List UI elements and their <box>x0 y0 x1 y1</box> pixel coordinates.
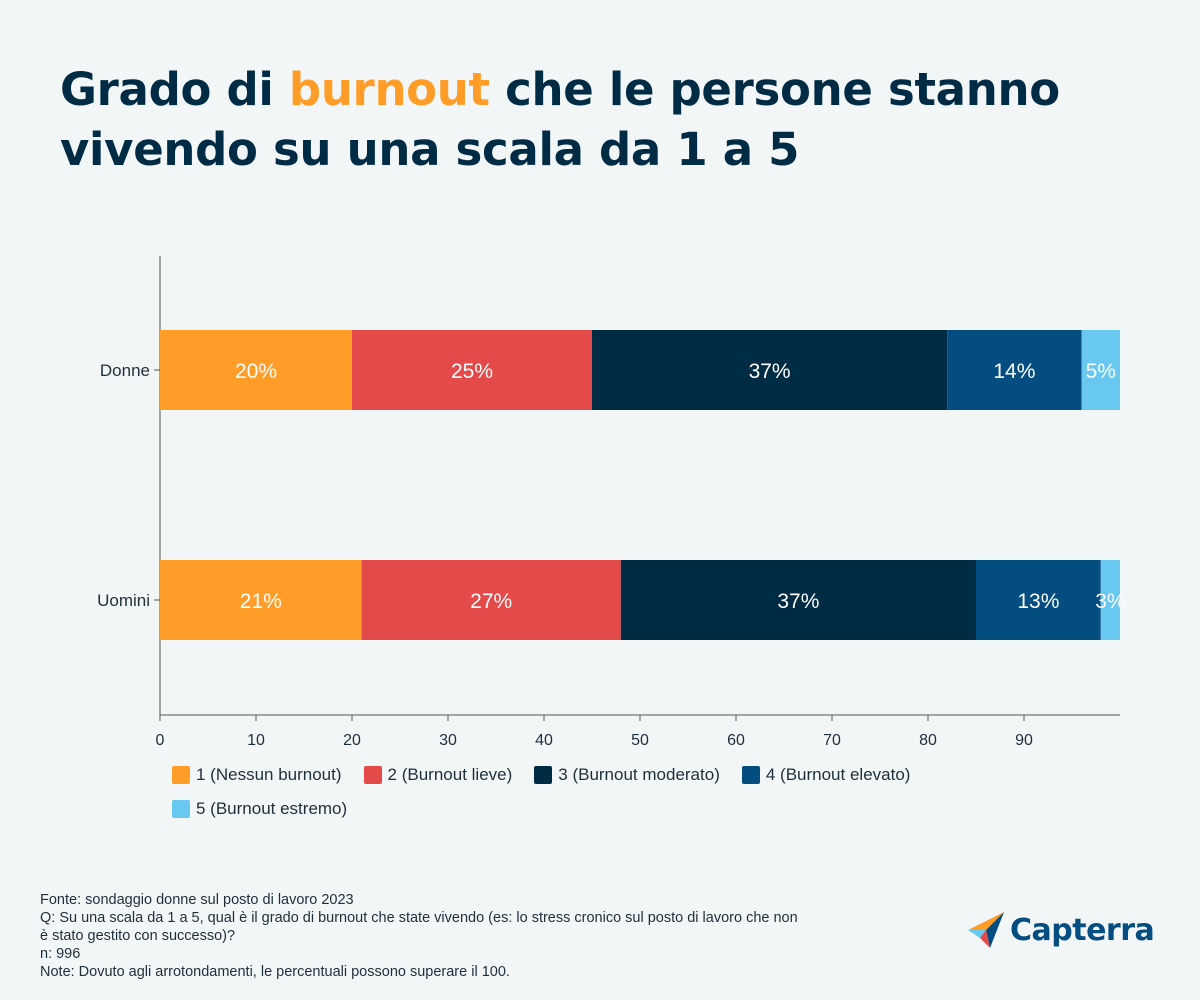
legend-swatch-4 <box>741 766 760 784</box>
data-label-uomini-series-2: 27% <box>470 590 512 613</box>
legend-swatch-5 <box>172 800 190 818</box>
footer-question-line-1: Q: Su una scala da 1 a 5, qual è il grad… <box>40 910 798 926</box>
legend-item-1: 1 (Nessun burnout) <box>172 765 342 785</box>
x-tick-label-60: 60 <box>727 732 745 749</box>
data-label-donne-series-1: 20% <box>235 360 277 383</box>
x-tick-label-0: 0 <box>156 732 165 749</box>
bar-uomini-series-3 <box>620 560 976 640</box>
bar-uomini-series-1 <box>160 560 362 640</box>
legend-swatch-2 <box>363 766 382 784</box>
title-highlight: burnout <box>288 63 490 116</box>
data-label-uomini-series-3: 37% <box>777 590 819 613</box>
bar-donne-series-1 <box>160 330 352 410</box>
data-label-uomini-series-5: 3% <box>1095 590 1125 613</box>
legend-label-4: 4 (Burnout elevato) <box>765 765 911 784</box>
legend-label-1: 1 (Nessun burnout) <box>196 765 342 784</box>
legend-row-1: 1 (Nessun burnout) 2 (Burnout lieve) 3 (… <box>172 762 992 788</box>
chart-footer: Fonte: sondaggio donne sul posto di lavo… <box>40 891 920 981</box>
footer-question-line-2: è stato gestito con successo)? <box>40 928 236 944</box>
legend-item-2: 2 (Burnout lieve) <box>363 765 513 785</box>
legend-swatch-1 <box>172 766 190 784</box>
x-tick-label-40: 40 <box>535 732 553 749</box>
data-label-donne-series-3: 37% <box>749 360 791 383</box>
legend-item-3: 3 (Burnout moderato) <box>534 765 720 785</box>
legend-label-5: 5 (Burnout estremo) <box>196 799 348 818</box>
legend-swatch-3 <box>534 766 553 784</box>
stacked-bar-chart: 0 10 20 30 40 50 60 70 80 90 Donne 20% 25% 37% 14% 5% Uo… <box>97 256 1126 749</box>
bar-uomini-series-2 <box>361 560 621 640</box>
bar-donne-series-4 <box>947 330 1082 410</box>
capterra-arrow-icon <box>968 912 1004 948</box>
bar-uomini-series-5 <box>1100 560 1120 640</box>
data-label-uomini-series-4: 13% <box>1017 590 1059 613</box>
chart-legend: 1 (Nessun burnout) 2 (Burnout lieve) 3 (… <box>172 762 992 830</box>
title-part-1: Grado di <box>60 63 289 116</box>
category-label-uomini: Uomini <box>97 591 150 610</box>
legend-label-3: 3 (Burnout moderato) <box>558 765 720 784</box>
x-tick-label-20: 20 <box>343 732 361 749</box>
legend-row-2: 5 (Burnout estremo) <box>172 796 992 822</box>
data-label-donne-series-5: 5% <box>1086 360 1116 383</box>
legend-item-5: 5 (Burnout estremo) <box>172 799 347 819</box>
footer-source: Fonte: sondaggio donne sul posto di lavo… <box>40 892 354 908</box>
capterra-logo: Capterra <box>966 910 1155 950</box>
title-part-2: che le persone stanno vivendo su una sca… <box>60 63 1060 176</box>
data-label-donne-series-4: 14% <box>993 360 1035 383</box>
x-tick-label-80: 80 <box>919 732 937 749</box>
bar-donne-series-5 <box>1081 330 1120 410</box>
footer-sample: n: 996 <box>40 946 81 962</box>
bar-uomini-series-4 <box>976 560 1101 640</box>
x-tick-label-30: 30 <box>439 732 457 749</box>
footer-note: Note: Dovuto agli arrotondamenti, le per… <box>40 964 510 980</box>
chart-title: Grado di burnout che le persone stanno v… <box>60 60 1160 180</box>
legend-label-2: 2 (Burnout lieve) <box>387 765 513 784</box>
x-tick-label-90: 90 <box>1015 732 1033 749</box>
bar-donne-series-2 <box>352 330 592 410</box>
category-label-donne: Donne <box>100 361 150 380</box>
x-tick-label-70: 70 <box>823 732 841 749</box>
brand-name: Capterra <box>1010 912 1155 948</box>
legend-item-4: 4 (Burnout elevato) <box>741 765 911 785</box>
x-tick-label-10: 10 <box>247 732 265 749</box>
data-label-donne-series-2: 25% <box>451 360 493 383</box>
bar-donne-series-3 <box>592 330 948 410</box>
x-tick-label-50: 50 <box>631 732 649 749</box>
data-label-uomini-series-1: 21% <box>240 590 282 613</box>
